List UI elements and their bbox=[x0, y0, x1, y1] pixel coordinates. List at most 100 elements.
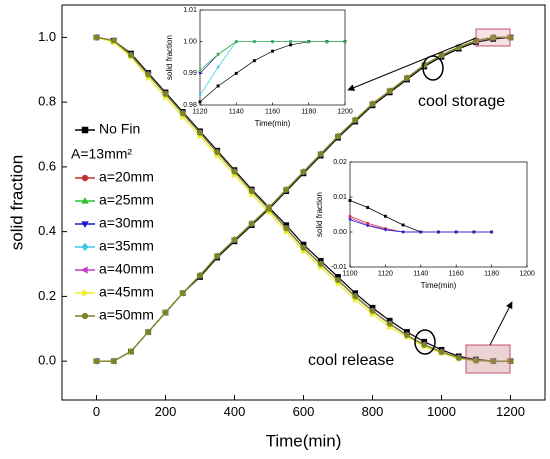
marker bbox=[401, 223, 405, 227]
marker bbox=[404, 74, 410, 81]
y-axis-label: solid fraction bbox=[165, 35, 174, 80]
marker bbox=[80, 266, 88, 274]
marker bbox=[128, 348, 134, 355]
plot-area bbox=[349, 161, 528, 268]
x-axis-label: Time(min) bbox=[266, 431, 342, 450]
marker bbox=[289, 43, 293, 47]
marker bbox=[198, 68, 202, 72]
marker bbox=[473, 357, 479, 364]
marker bbox=[162, 91, 169, 97]
plot-area bbox=[199, 9, 346, 106]
annotation: cool release bbox=[308, 352, 394, 369]
marker bbox=[234, 39, 238, 43]
y-tick-label: 0.2 bbox=[38, 288, 56, 303]
legend-label: a=25mm bbox=[99, 192, 154, 208]
marker bbox=[369, 100, 376, 107]
marker bbox=[325, 39, 329, 43]
y-axis-label: solid fraction bbox=[315, 192, 324, 237]
marker bbox=[81, 126, 89, 134]
marker bbox=[401, 230, 405, 234]
x-tick-label: 800 bbox=[362, 404, 384, 419]
y-tick-label: 0.98 bbox=[183, 102, 197, 109]
y-tick-label: 0.99 bbox=[183, 70, 197, 77]
marker bbox=[93, 34, 100, 41]
marker bbox=[348, 199, 352, 202]
marker bbox=[81, 196, 89, 204]
x-tick-label: 1140 bbox=[229, 108, 244, 115]
x-tick-label: 400 bbox=[224, 404, 246, 419]
y-tick-label: 0.8 bbox=[38, 94, 56, 109]
marker bbox=[335, 133, 341, 139]
marker bbox=[490, 34, 497, 41]
marker bbox=[234, 71, 238, 75]
marker bbox=[383, 228, 388, 232]
marker bbox=[179, 290, 186, 297]
marker bbox=[145, 71, 152, 78]
y-tick-label: 1.00 bbox=[183, 39, 197, 46]
x-tick-label: 600 bbox=[293, 404, 315, 419]
marker bbox=[288, 39, 293, 43]
marker bbox=[383, 214, 387, 218]
marker bbox=[283, 225, 290, 232]
marker bbox=[248, 220, 255, 227]
x-tick-label: 1120 bbox=[192, 108, 207, 115]
marker bbox=[335, 277, 341, 284]
marker bbox=[216, 65, 220, 69]
marker bbox=[421, 342, 428, 348]
marker bbox=[198, 93, 202, 98]
marker bbox=[110, 358, 117, 364]
marker bbox=[248, 188, 255, 195]
x-tick-label: 1000 bbox=[427, 404, 456, 419]
legend-label: a=45mm bbox=[99, 284, 154, 300]
arrow bbox=[347, 37, 477, 91]
zoom-box bbox=[465, 344, 511, 374]
marker bbox=[454, 230, 458, 234]
marker bbox=[231, 236, 238, 243]
marker bbox=[300, 168, 307, 175]
marker bbox=[81, 242, 89, 252]
x-tick-label: 1200 bbox=[519, 270, 535, 277]
marker bbox=[270, 39, 275, 43]
x-tick-label: 1180 bbox=[484, 270, 499, 277]
marker bbox=[214, 149, 221, 156]
x-tick-label: 0 bbox=[93, 404, 100, 419]
marker bbox=[365, 224, 370, 228]
marker bbox=[369, 308, 376, 314]
y-tick-label: 0.02 bbox=[333, 159, 347, 166]
marker bbox=[489, 230, 494, 234]
marker bbox=[352, 293, 359, 300]
marker bbox=[214, 253, 221, 259]
x-tick-label: 1120 bbox=[378, 270, 393, 277]
marker bbox=[179, 110, 186, 117]
marker bbox=[317, 261, 324, 267]
y-tick-label: 1.0 bbox=[38, 29, 56, 44]
marker bbox=[386, 87, 393, 94]
marker bbox=[110, 37, 117, 44]
marker bbox=[252, 59, 256, 63]
marker bbox=[81, 312, 89, 320]
x-tick-label: 1160 bbox=[265, 108, 280, 115]
x-tick-label: 1100 bbox=[342, 270, 357, 277]
legend-label: a=20mm bbox=[99, 169, 154, 185]
x-tick-label: 1160 bbox=[449, 270, 464, 277]
y-tick-label: 0.01 bbox=[333, 194, 347, 201]
x-tick-label: 1200 bbox=[496, 404, 525, 419]
marker bbox=[198, 100, 202, 104]
legend-label: a=35mm bbox=[99, 238, 154, 254]
x-tick-label: 1200 bbox=[337, 108, 353, 115]
marker bbox=[307, 39, 311, 43]
y-axis-label: solid fraction bbox=[7, 155, 26, 250]
legend-label: a=30mm bbox=[99, 215, 154, 231]
marker bbox=[348, 218, 352, 222]
zoom-box bbox=[475, 28, 511, 47]
x-axis-label: Time(min) bbox=[255, 119, 291, 128]
marker bbox=[198, 72, 202, 76]
marker bbox=[266, 206, 272, 212]
legend-label: a=50mm bbox=[99, 307, 154, 323]
marker bbox=[490, 358, 497, 364]
marker bbox=[197, 130, 203, 136]
marker bbox=[366, 206, 370, 209]
y-tick-label: 0.00 bbox=[333, 229, 347, 236]
marker bbox=[283, 186, 290, 193]
y-tick-label: 1.01 bbox=[183, 7, 197, 14]
